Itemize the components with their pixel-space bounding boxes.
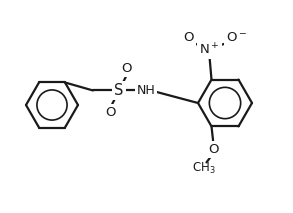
Text: O: O [183,31,194,44]
Text: S: S [114,83,124,98]
Text: O: O [106,106,116,119]
Text: O: O [122,62,132,75]
Text: O$^-$: O$^-$ [226,31,247,44]
Text: O: O [208,143,219,156]
Text: N$^+$: N$^+$ [199,42,220,57]
Text: NH: NH [137,84,155,97]
Text: CH$_3$: CH$_3$ [192,161,215,176]
